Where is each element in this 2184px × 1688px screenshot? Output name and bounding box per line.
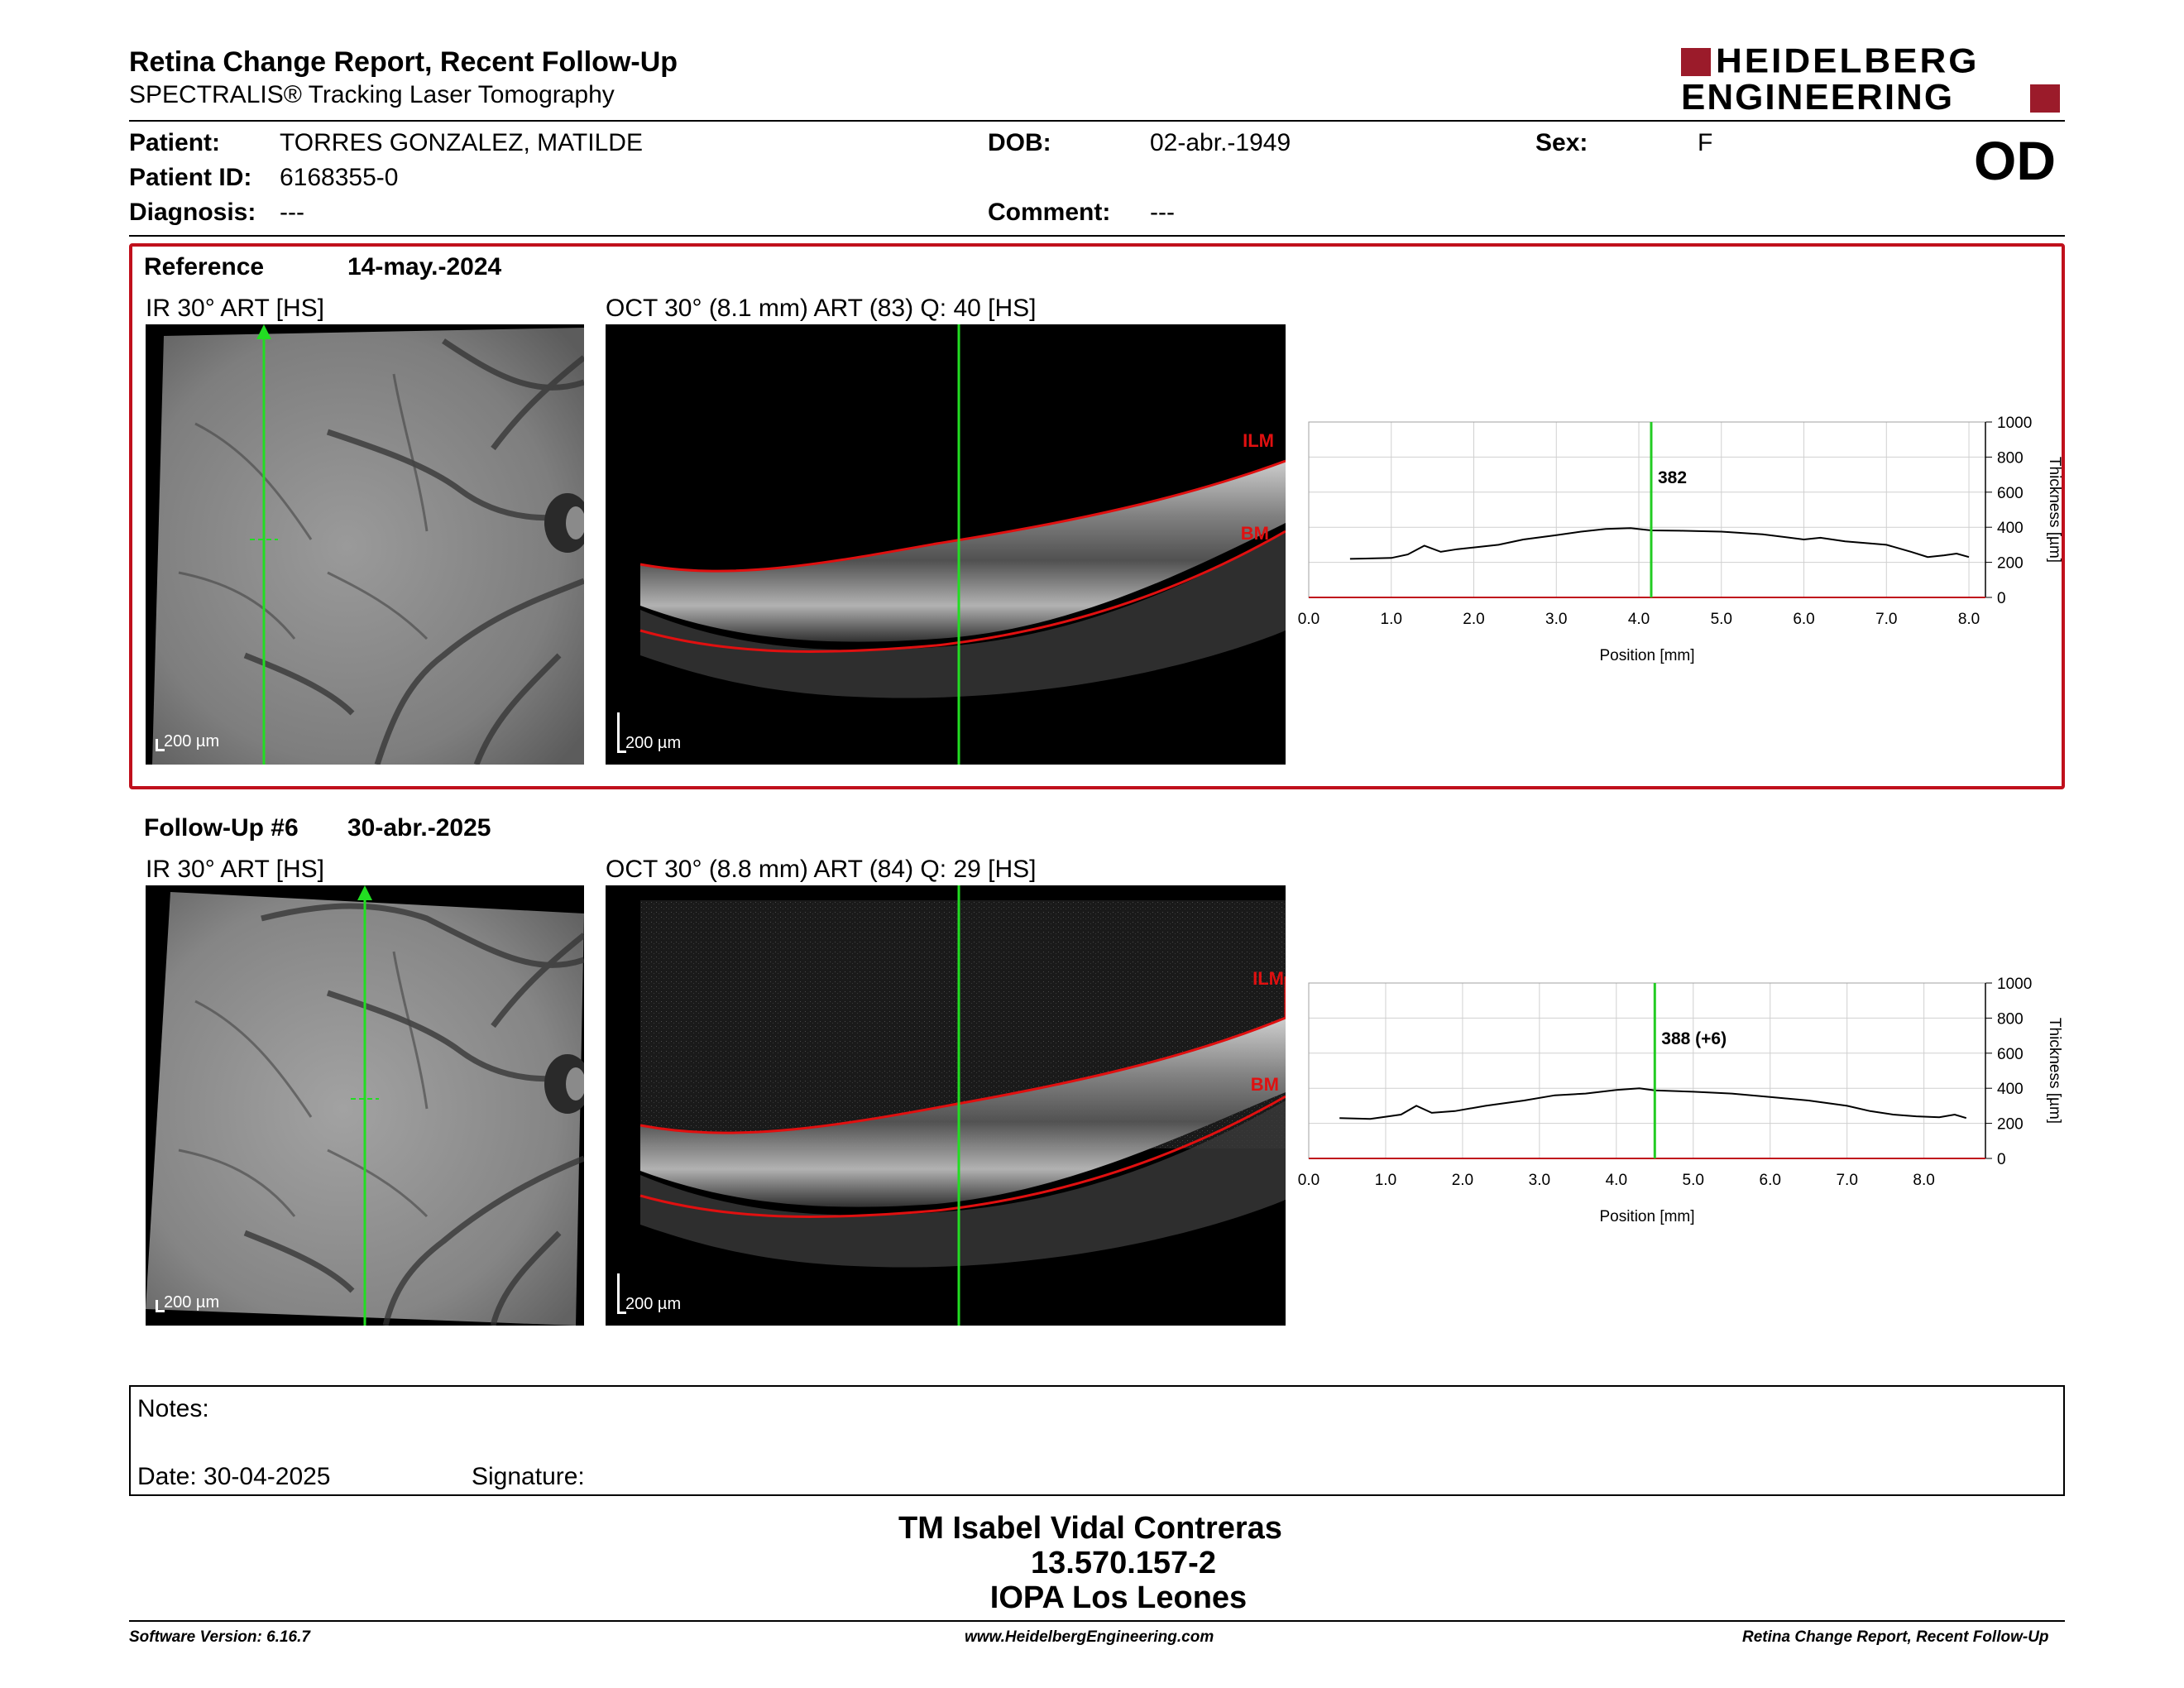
chart-frame	[1308, 982, 1986, 1159]
logo-square-bottom	[2030, 84, 2060, 113]
patient-id-value: 6168355-0	[280, 164, 399, 191]
chart-x-tick-label: 5.0	[1711, 611, 1732, 628]
chart-y-tick-label: 200	[1997, 555, 2024, 573]
reference-frame	[129, 243, 2065, 789]
sex-label: Sex:	[1535, 129, 1588, 156]
notes-box[interactable]: Notes: Date: 30-04-2025 Signature:	[129, 1385, 2065, 1496]
notes-label: Notes:	[137, 1395, 209, 1422]
reference-ir-scalebar: 200 µm	[156, 732, 219, 751]
notes-date: Date: 30-04-2025	[137, 1463, 331, 1490]
followup-bm-label: BM	[1250, 1074, 1279, 1095]
chart-x-tick-label: 4.0	[1628, 611, 1650, 628]
chart-x-tick-label: 0.0	[1298, 611, 1320, 628]
reference-oct-image[interactable]: ILM BM 200 µm	[606, 324, 1286, 765]
chart-y-tick-label: 400	[1997, 520, 2024, 537]
reference-oct-title: OCT 30° (8.1 mm) ART (83) Q: 40 [HS]	[606, 295, 1037, 322]
report-title: Retina Change Report, Recent Follow-Up	[129, 46, 678, 78]
footer-software-version: Software Version: 6.16.7	[129, 1628, 310, 1646]
stamp-block: TM Isabel Vidal Contreras 13.570.157-2 I…	[0, 1511, 2184, 1615]
comment-label: Comment:	[988, 199, 1111, 226]
chart-x-tick-label: 7.0	[1836, 1172, 1857, 1189]
footer-website[interactable]: www.HeidelbergEngineering.com	[965, 1628, 1214, 1646]
followup-oct-image[interactable]: ILM BM 200 µm	[606, 885, 1286, 1326]
reference-bm-label: BM	[1240, 523, 1269, 544]
followup-ilm-label: ILM	[1252, 968, 1284, 989]
chart-x-tick-label: 3.0	[1529, 1172, 1550, 1189]
comment-value: ---	[1150, 199, 1175, 226]
followup-ir-scalebar: 200 µm	[156, 1293, 219, 1312]
chart-x-tick-label: 2.0	[1452, 1172, 1473, 1189]
footer-report-name: Retina Change Report, Recent Follow-Up	[1742, 1628, 2049, 1646]
chart-y-tick-label: 600	[1997, 1046, 2024, 1063]
chart-cursor-label: 382	[1658, 468, 1687, 487]
reference-date: 14-may.-2024	[347, 253, 502, 281]
header-divider	[129, 120, 2065, 122]
chart-thickness-line	[1349, 527, 1970, 560]
stamp-line1: TM Isabel Vidal Contreras	[898, 1511, 1282, 1546]
dob-value: 02-abr.-1949	[1150, 129, 1291, 156]
patient-divider	[129, 235, 2065, 237]
chart-y-axis-label: Thickness [µm]	[2046, 457, 2063, 563]
reference-ir-title: IR 30° ART [HS]	[146, 295, 324, 322]
patient-id-label: Patient ID:	[129, 164, 252, 191]
followup-label: Follow-Up #6	[144, 814, 299, 842]
followup-oct-scalebar: 200 µm	[617, 1273, 681, 1314]
chart-y-tick-label: 0	[1997, 1151, 2006, 1168]
chart-y-tick-label: 0	[1997, 590, 2006, 607]
followup-thickness-chart: 0.0 1.0 2.0 3.0 4.0 5.0 6.0 7.0 8.0 0 200 400 600 800…	[1298, 976, 2063, 1225]
followup-date: 30-abr.-2025	[347, 814, 491, 842]
chart-x-tick-label: 5.0	[1683, 1172, 1704, 1189]
diagnosis-value: ---	[280, 199, 304, 226]
chart-x-tick-label: 1.0	[1375, 1172, 1396, 1189]
chart-thickness-line	[1339, 1087, 1967, 1120]
logo-text-line2: ENGINEERING	[1681, 77, 1955, 117]
reference-oct-scalebar: 200 µm	[617, 712, 681, 753]
sex-value: F	[1698, 129, 1713, 156]
reference-ilm-label: ILM	[1243, 430, 1274, 451]
chart-x-axis-label: Position [mm]	[1599, 1208, 1694, 1225]
dob-label: DOB:	[988, 129, 1051, 156]
chart-x-tick-label: 0.0	[1298, 1172, 1320, 1189]
chart-y-tick-label: 800	[1997, 449, 2024, 467]
followup-oct-title: OCT 30° (8.8 mm) ART (84) Q: 29 [HS]	[606, 856, 1037, 883]
followup-ir-image[interactable]: 200 µm	[146, 885, 584, 1326]
logo-text-line1: HEIDELBERG	[1716, 41, 1980, 80]
chart-y-tick-label: 200	[1997, 1116, 2024, 1134]
chart-x-tick-label: 2.0	[1463, 611, 1484, 628]
chart-x-tick-label: 3.0	[1545, 611, 1567, 628]
reference-ir-image[interactable]: 200 µm	[146, 324, 584, 765]
chart-y-tick-label: 600	[1997, 485, 2024, 502]
chart-y-tick-label: 1000	[1997, 415, 2032, 432]
chart-x-tick-label: 8.0	[1913, 1172, 1934, 1189]
reference-thickness-chart: 0.0 1.0 2.0 3.0 4.0 5.0 6.0 7.0 8.0 0 200 400 600 800…	[1298, 415, 2063, 664]
chart-x-tick-label: 8.0	[1958, 611, 1980, 628]
chart-x-tick-label: 4.0	[1606, 1172, 1627, 1189]
stamp-line2: 13.570.157-2	[1031, 1546, 1216, 1580]
chart-y-tick-label: 800	[1997, 1010, 2024, 1028]
chart-y-tick-label: 1000	[1997, 976, 2032, 993]
chart-x-axis-label: Position [mm]	[1599, 647, 1694, 664]
chart-y-tick-label: 400	[1997, 1081, 2024, 1098]
followup-ir-title: IR 30° ART [HS]	[146, 856, 324, 883]
chart-x-tick-label: 6.0	[1760, 1172, 1781, 1189]
chart-frame	[1308, 421, 1986, 598]
stamp-line3: IOPA Los Leones	[989, 1580, 1248, 1615]
logo-square-top	[1681, 48, 1711, 76]
signature-label: Signature:	[472, 1463, 585, 1490]
report-subtitle: SPECTRALIS® Tracking Laser Tomography	[129, 81, 615, 108]
eye-indicator: OD	[1974, 130, 2056, 191]
chart-cursor-label: 388 (+6)	[1661, 1029, 1727, 1048]
chart-x-tick-label: 1.0	[1381, 611, 1402, 628]
chart-x-tick-label: 7.0	[1875, 611, 1897, 628]
patient-name: TORRES GONZALEZ, MATILDE	[280, 129, 643, 156]
heidelberg-logo: HEIDELBERG ENGINEERING	[1681, 41, 2062, 117]
diagnosis-label: Diagnosis:	[129, 199, 256, 226]
chart-x-tick-label: 6.0	[1793, 611, 1814, 628]
footer-divider	[129, 1620, 2065, 1622]
chart-y-axis-label: Thickness [µm]	[2046, 1018, 2063, 1124]
patient-label: Patient:	[129, 129, 221, 156]
reference-label: Reference	[144, 253, 265, 281]
